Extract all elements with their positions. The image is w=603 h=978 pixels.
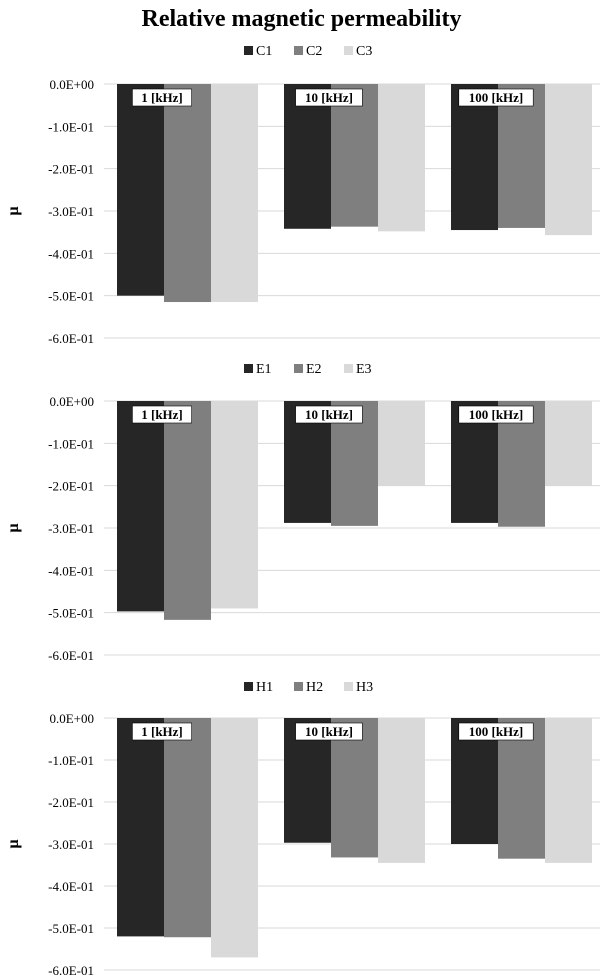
category-label-box	[295, 722, 363, 741]
bar-C3	[545, 84, 592, 236]
category-label: 100 [kHz]	[469, 90, 524, 105]
category-label-box	[132, 722, 192, 741]
category-label: 10 [kHz]	[305, 724, 353, 739]
bar-C2	[164, 84, 211, 303]
bar-H3	[545, 718, 592, 863]
legend-swatch	[294, 682, 303, 691]
legend-swatch	[294, 364, 303, 373]
bar-C1	[284, 84, 331, 229]
legend-label: H2	[306, 680, 323, 695]
category-label: 1 [kHz]	[141, 90, 183, 105]
y-tick-label: -1.0E-01	[48, 119, 94, 134]
y-tick-label: -5.0E-01	[48, 289, 94, 304]
legend-swatch	[294, 46, 303, 55]
bar-H1	[117, 718, 164, 937]
y-axis-label: μ	[5, 523, 22, 532]
category-label: 10 [kHz]	[305, 407, 353, 422]
bar-E1	[117, 401, 164, 612]
y-tick-label: -1.0E-01	[48, 753, 94, 768]
legend-label: E1	[256, 362, 272, 377]
category-label-box	[458, 405, 534, 424]
category-label: 1 [kHz]	[141, 724, 183, 739]
y-tick-label: -4.0E-01	[48, 246, 94, 261]
y-tick-label: 0.0E+00	[49, 711, 94, 726]
category-label-box	[458, 88, 534, 107]
legend-swatch	[344, 364, 353, 373]
bar-H2	[331, 718, 378, 858]
category-label-box	[132, 405, 192, 424]
legend-swatch	[344, 682, 353, 691]
bar-C1	[451, 84, 498, 231]
y-tick-label: -6.0E-01	[48, 648, 94, 663]
legend-swatch	[244, 364, 253, 373]
y-tick-label: -5.0E-01	[48, 921, 94, 936]
bar-C1	[117, 84, 164, 296]
bar-E2	[164, 401, 211, 620]
bar-H2	[164, 718, 211, 938]
category-label: 1 [kHz]	[141, 407, 183, 422]
y-tick-label: -4.0E-01	[48, 879, 94, 894]
legend-swatch	[244, 682, 253, 691]
y-tick-label: -2.0E-01	[48, 795, 94, 810]
bar-E3	[211, 401, 258, 609]
y-tick-label: -3.0E-01	[48, 521, 94, 536]
category-label-box	[295, 88, 363, 107]
y-axis-label: μ	[5, 206, 22, 215]
legend-label: C2	[306, 44, 322, 59]
bar-H2	[498, 718, 545, 859]
bar-H3	[211, 718, 258, 958]
bar-E3	[545, 401, 592, 486]
y-tick-label: 0.0E+00	[49, 394, 94, 409]
y-tick-label: -2.0E-01	[48, 162, 94, 177]
category-label-box	[132, 88, 192, 107]
y-tick-label: -2.0E-01	[48, 479, 94, 494]
category-label-box	[295, 405, 363, 424]
chart-title: Relative magnetic permeability	[141, 6, 462, 32]
category-label: 10 [kHz]	[305, 90, 353, 105]
y-tick-label: -5.0E-01	[48, 606, 94, 621]
legend-label: E3	[356, 362, 372, 377]
legend-swatch	[344, 46, 353, 55]
y-tick-label: -6.0E-01	[48, 331, 94, 346]
y-tick-label: 0.0E+00	[49, 77, 94, 92]
legend-label: E2	[306, 362, 322, 377]
bar-H3	[378, 718, 425, 863]
bar-C2	[331, 84, 378, 227]
legend-label: C1	[256, 44, 272, 59]
bar-E3	[378, 401, 425, 486]
category-label: 100 [kHz]	[469, 724, 524, 739]
bar-C2	[498, 84, 545, 228]
legend-label: C3	[356, 44, 372, 59]
y-tick-label: -1.0E-01	[48, 436, 94, 451]
legend-swatch	[244, 46, 253, 55]
y-tick-label: -4.0E-01	[48, 563, 94, 578]
y-tick-label: -6.0E-01	[48, 963, 94, 978]
category-label-box	[458, 722, 534, 741]
bar-C3	[378, 84, 425, 232]
legend-label: H1	[256, 680, 273, 695]
bar-C3	[211, 84, 258, 303]
y-tick-label: -3.0E-01	[48, 837, 94, 852]
legend-label: H3	[356, 680, 373, 695]
y-tick-label: -3.0E-01	[48, 204, 94, 219]
y-axis-label: μ	[5, 839, 22, 848]
category-label: 100 [kHz]	[469, 407, 524, 422]
